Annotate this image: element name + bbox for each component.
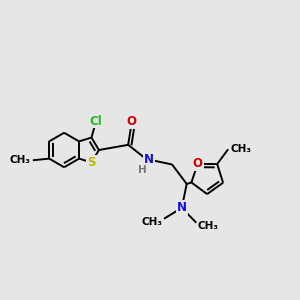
Text: H: H [138, 165, 146, 175]
Text: N: N [177, 201, 187, 214]
Text: O: O [127, 115, 136, 128]
Text: CH₃: CH₃ [9, 155, 30, 165]
Text: CH₃: CH₃ [231, 144, 252, 154]
Text: O: O [193, 158, 202, 170]
Text: S: S [87, 156, 96, 169]
Text: CH₃: CH₃ [198, 221, 219, 231]
Text: Cl: Cl [90, 115, 103, 128]
Text: N: N [144, 153, 154, 166]
Text: CH₃: CH₃ [141, 217, 162, 227]
